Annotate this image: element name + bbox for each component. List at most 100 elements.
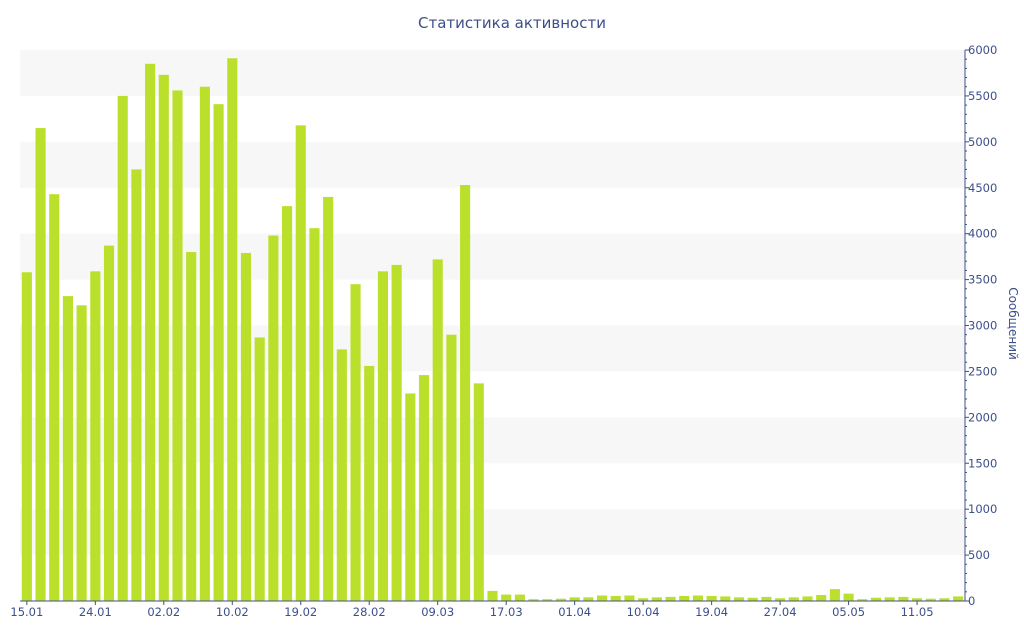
bar[interactable] xyxy=(62,296,73,601)
bar[interactable] xyxy=(254,337,265,601)
bar[interactable] xyxy=(432,259,443,601)
chart-title: Статистика активности xyxy=(418,14,606,32)
y-tick-label: 6000 xyxy=(968,43,997,57)
bar[interactable] xyxy=(117,95,128,602)
bar[interactable] xyxy=(364,365,375,601)
bar[interactable] xyxy=(282,206,293,601)
y-tick-label: 2000 xyxy=(968,410,997,424)
bar[interactable] xyxy=(172,90,183,601)
bar[interactable] xyxy=(350,284,361,601)
bar[interactable] xyxy=(706,595,717,601)
bar[interactable] xyxy=(377,271,388,601)
bar[interactable] xyxy=(610,595,621,601)
bar[interactable] xyxy=(473,383,484,601)
bar[interactable] xyxy=(843,593,854,601)
bar[interactable] xyxy=(391,264,402,601)
bar[interactable] xyxy=(788,597,799,601)
x-tick-label: 10.02 xyxy=(216,605,249,619)
bar[interactable] xyxy=(49,194,60,601)
x-tick-label: 15.01 xyxy=(10,605,43,619)
bar[interactable] xyxy=(103,245,115,602)
bar[interactable] xyxy=(76,305,87,601)
x-tick-label: 05.05 xyxy=(832,605,865,619)
y-tick-label: 5000 xyxy=(968,135,997,149)
bar[interactable] xyxy=(145,63,156,601)
bar-series xyxy=(21,58,964,602)
x-tick-label: 19.04 xyxy=(695,605,728,619)
bar[interactable] xyxy=(90,271,101,601)
bar[interactable] xyxy=(487,590,498,601)
bar[interactable] xyxy=(761,596,772,601)
x-tick-label: 11.05 xyxy=(901,605,934,619)
y-tick-label: 4500 xyxy=(968,181,997,195)
bar[interactable] xyxy=(857,599,868,601)
y-tick-label: 3500 xyxy=(968,273,997,287)
bar[interactable] xyxy=(733,597,745,601)
x-tick-label: 09.03 xyxy=(421,605,454,619)
bar[interactable] xyxy=(501,594,512,601)
bar[interactable] xyxy=(158,74,169,602)
x-axis: 15.01 24.01 02.02 10.02 19.02 28.02 09.03 17.03… xyxy=(10,600,965,619)
y-axis-title: Сообщений xyxy=(1006,287,1020,360)
bar[interactable] xyxy=(213,104,224,602)
bar[interactable] xyxy=(638,598,649,601)
bar[interactable] xyxy=(405,393,416,601)
bar[interactable] xyxy=(870,597,882,601)
bar[interactable] xyxy=(514,594,525,601)
bar[interactable] xyxy=(35,128,46,601)
y-tick-label: 4000 xyxy=(968,227,997,241)
bar[interactable] xyxy=(21,272,32,601)
bar[interactable] xyxy=(665,596,676,601)
bar[interactable] xyxy=(199,86,210,602)
bar[interactable] xyxy=(816,595,827,601)
y-axis: 0 500 1000 1500 2000 2500 3000 3500 4000 4500 5000… xyxy=(964,43,997,608)
x-tick-label: 28.02 xyxy=(353,605,386,619)
bar[interactable] xyxy=(268,235,279,602)
bar[interactable] xyxy=(295,125,306,602)
y-tick-label: 500 xyxy=(968,548,990,562)
bar[interactable] xyxy=(898,596,909,601)
y-tick-label: 1500 xyxy=(968,456,997,470)
bar[interactable] xyxy=(953,596,964,601)
bar[interactable] xyxy=(555,598,567,601)
grid-band xyxy=(20,50,965,96)
bar[interactable] xyxy=(240,252,252,601)
bar[interactable] xyxy=(186,252,197,601)
bar[interactable] xyxy=(925,598,936,601)
bar[interactable] xyxy=(569,597,580,601)
bar[interactable] xyxy=(720,596,731,601)
bar[interactable] xyxy=(418,375,430,601)
y-tick-label: 0 xyxy=(968,594,975,608)
x-tick-label: 19.02 xyxy=(284,605,317,619)
bar[interactable] xyxy=(884,597,895,601)
bar[interactable] xyxy=(679,595,690,601)
bar[interactable] xyxy=(624,595,635,601)
bar[interactable] xyxy=(597,595,608,601)
bar[interactable] xyxy=(775,598,786,601)
bar[interactable] xyxy=(309,228,320,601)
x-tick-label: 01.04 xyxy=(558,605,591,619)
bar[interactable] xyxy=(336,349,347,601)
bar[interactable] xyxy=(829,589,840,601)
bar[interactable] xyxy=(747,597,758,601)
bar[interactable] xyxy=(651,597,662,601)
bar[interactable] xyxy=(939,598,950,601)
y-tick-label: 1000 xyxy=(968,502,997,516)
bar[interactable] xyxy=(131,169,142,601)
x-tick-label: 27.04 xyxy=(764,605,797,619)
bar[interactable] xyxy=(583,597,594,601)
y-tick-label: 5500 xyxy=(968,89,997,103)
bar[interactable] xyxy=(323,196,334,601)
bar[interactable] xyxy=(446,334,457,601)
bar[interactable] xyxy=(802,596,813,601)
bar[interactable] xyxy=(692,595,703,601)
y-tick-label: 3000 xyxy=(968,319,997,333)
bar[interactable] xyxy=(227,58,238,601)
bar[interactable] xyxy=(542,599,553,601)
bar[interactable] xyxy=(528,599,539,601)
bar[interactable] xyxy=(912,598,923,601)
bar[interactable] xyxy=(460,185,471,601)
y-tick-label: 2500 xyxy=(968,364,997,378)
x-tick-label: 10.04 xyxy=(627,605,660,619)
